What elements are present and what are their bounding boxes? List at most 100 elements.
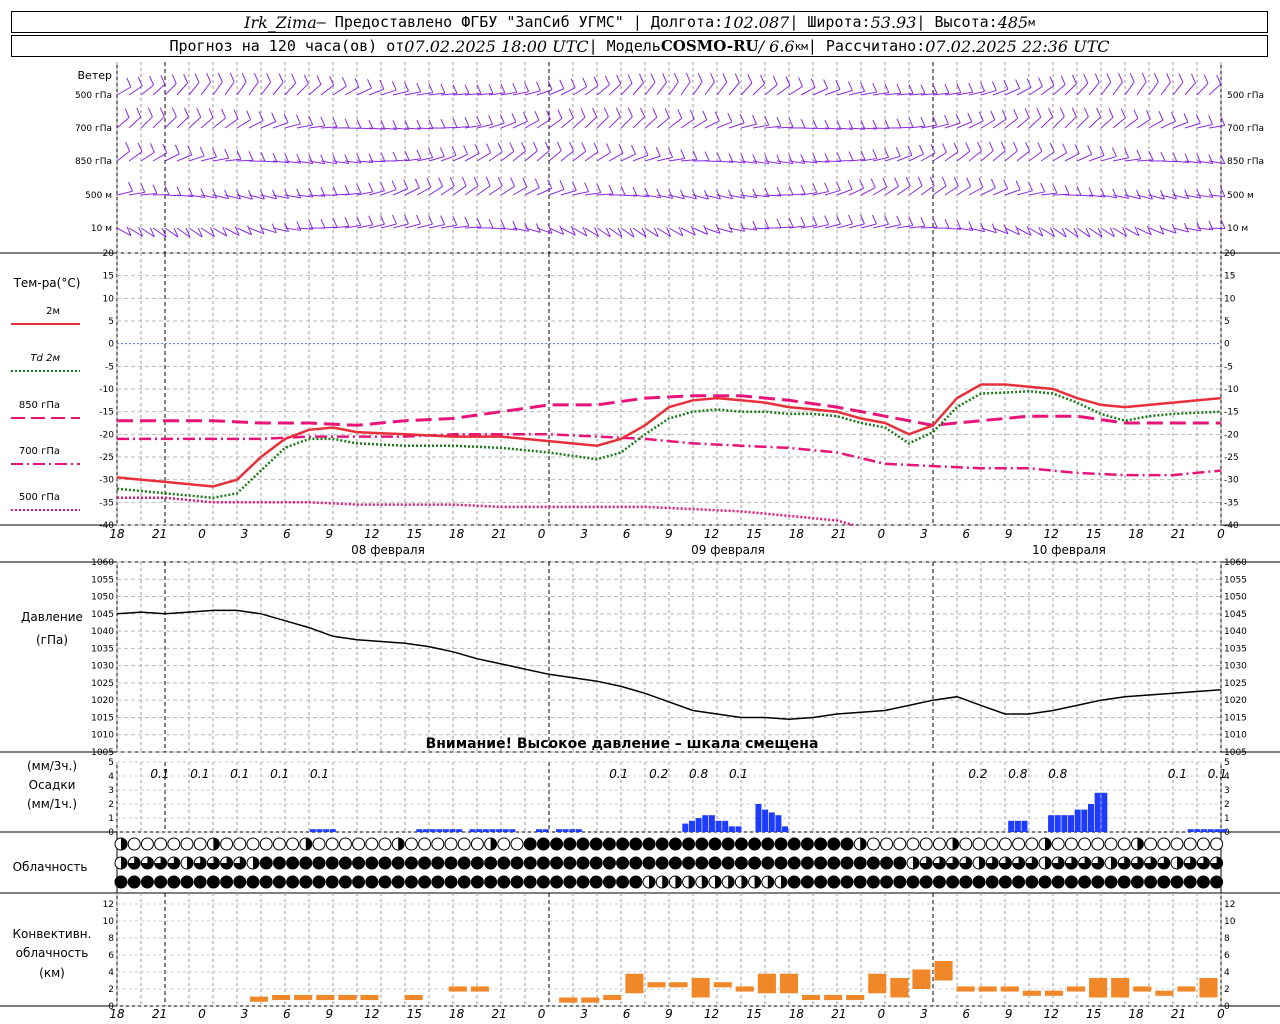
wind-barb [1028,85,1043,96]
wind-barb [692,194,709,200]
conv-xtick: 0 [198,1007,206,1021]
wind-barb-feather [124,108,130,118]
wind-barb-feather [788,117,794,128]
cloud-symbol-fill [550,838,563,850]
wind-barb [128,191,145,196]
cloud-symbol-fill [1065,857,1078,870]
wind-barb [404,91,421,96]
wind-barb [764,160,781,165]
conv-ytick-right: 0 [1224,1002,1230,1012]
wind-barb [644,227,659,238]
cloud-symbol-fill [616,838,629,850]
wind-barb-feather [1178,73,1184,83]
pressure-ytick-right: 1060 [1224,558,1247,568]
cloud-symbol-fill [841,838,853,850]
wind-level-label-right: 500 м [1227,191,1254,201]
conv-bar [1066,986,1086,992]
wind-barb-feather [511,112,517,123]
wind-barb-feather [380,215,386,225]
wind-barb [932,185,947,196]
wind-barb [1196,227,1213,231]
model-name: COSMO-RU [660,37,759,55]
wind-barb-feather [689,109,695,120]
precip-bar [715,820,722,832]
precip-bar [1061,815,1068,832]
wind-barb-feather [620,185,626,196]
wind-barb-feather [559,180,565,190]
wind-barb-feather [722,73,728,83]
cloud-symbol-fill [418,876,431,888]
wind-barb-feather [354,77,360,88]
wind-barb-feather [1064,185,1070,195]
wind-barb [884,224,901,229]
cloud-symbol-fill [511,857,523,869]
wind-barb [668,117,683,129]
wind-barb-feather [149,143,155,153]
wind-barb-feather [556,141,562,151]
wind-barb [428,224,445,229]
wind-barb-feather [1024,108,1030,118]
wind-barb-feather [1196,188,1202,199]
wind-barb-feather [967,112,973,123]
wind-barb [920,124,937,129]
wind-barb [548,150,562,162]
wind-barb [596,152,611,162]
wind-barb-feather [320,218,326,229]
wind-barb [296,194,313,198]
conv-bar [1089,977,1108,998]
cloud-symbol-fill [299,876,312,888]
cloud-symbol-fill [484,876,497,888]
conv-bar [978,986,997,992]
altitude-value: 485 [997,12,1029,32]
wind-barb [488,185,503,196]
wind-barb [272,160,289,164]
cloud-symbol-fill [550,857,563,869]
wind-barb-feather [452,216,458,226]
cloud-symbol-fill [1045,838,1051,850]
wind-barb [764,84,778,96]
wind-barb-feather [872,149,878,159]
pressure-ytick-right: 1040 [1224,627,1247,637]
wind-barb-feather [464,84,470,94]
wind-barb-feather [739,113,745,124]
wind-barb [188,116,202,129]
wind-barb [980,187,996,196]
cloud-symbol-fill [511,876,523,888]
cloud-symbol-fill [669,857,682,869]
cloud-symbol-fill [999,876,1012,888]
wind-barb-feather [176,186,182,196]
wind-barb-feather [788,185,794,196]
wind-barb-feather [368,215,374,225]
wind-barb-feather [1096,107,1102,118]
wind-barb [512,91,529,96]
wind-barb-feather [233,109,239,120]
wind-barb [1208,83,1222,96]
wind-barb-feather [391,180,397,190]
temp-ytick-right: -35 [1224,498,1239,508]
cloud-symbol-fill [563,876,576,888]
wind-barb-feather [140,183,146,193]
wind-barb [884,155,901,162]
pressure-ytick-right: 1030 [1224,662,1247,672]
pressure-ytick-right: 1010 [1224,731,1247,741]
cloud-symbol-fill [392,876,405,888]
wind-barb [908,225,925,229]
conv-ytick-right: 12 [1224,900,1235,910]
conv-xtick: 18 [1128,1007,1144,1021]
wind-barb-feather [416,119,422,130]
wind-barb-feather [428,148,434,158]
wind-barb-feather [812,215,818,226]
wind-barb-feather [524,82,530,92]
wind-barb [1160,227,1177,234]
cloud-symbol-fill [688,876,695,888]
cloud-symbol-fill [537,838,550,850]
wind-barb-feather [836,214,841,225]
conv-xtick: 18 [789,1007,805,1021]
cloud-symbol-fill [405,857,418,869]
wind-barb [176,227,191,238]
wind-barb [488,151,503,162]
precip-ytick-right: 1 [1224,814,1230,824]
conv-bar [272,994,291,1001]
